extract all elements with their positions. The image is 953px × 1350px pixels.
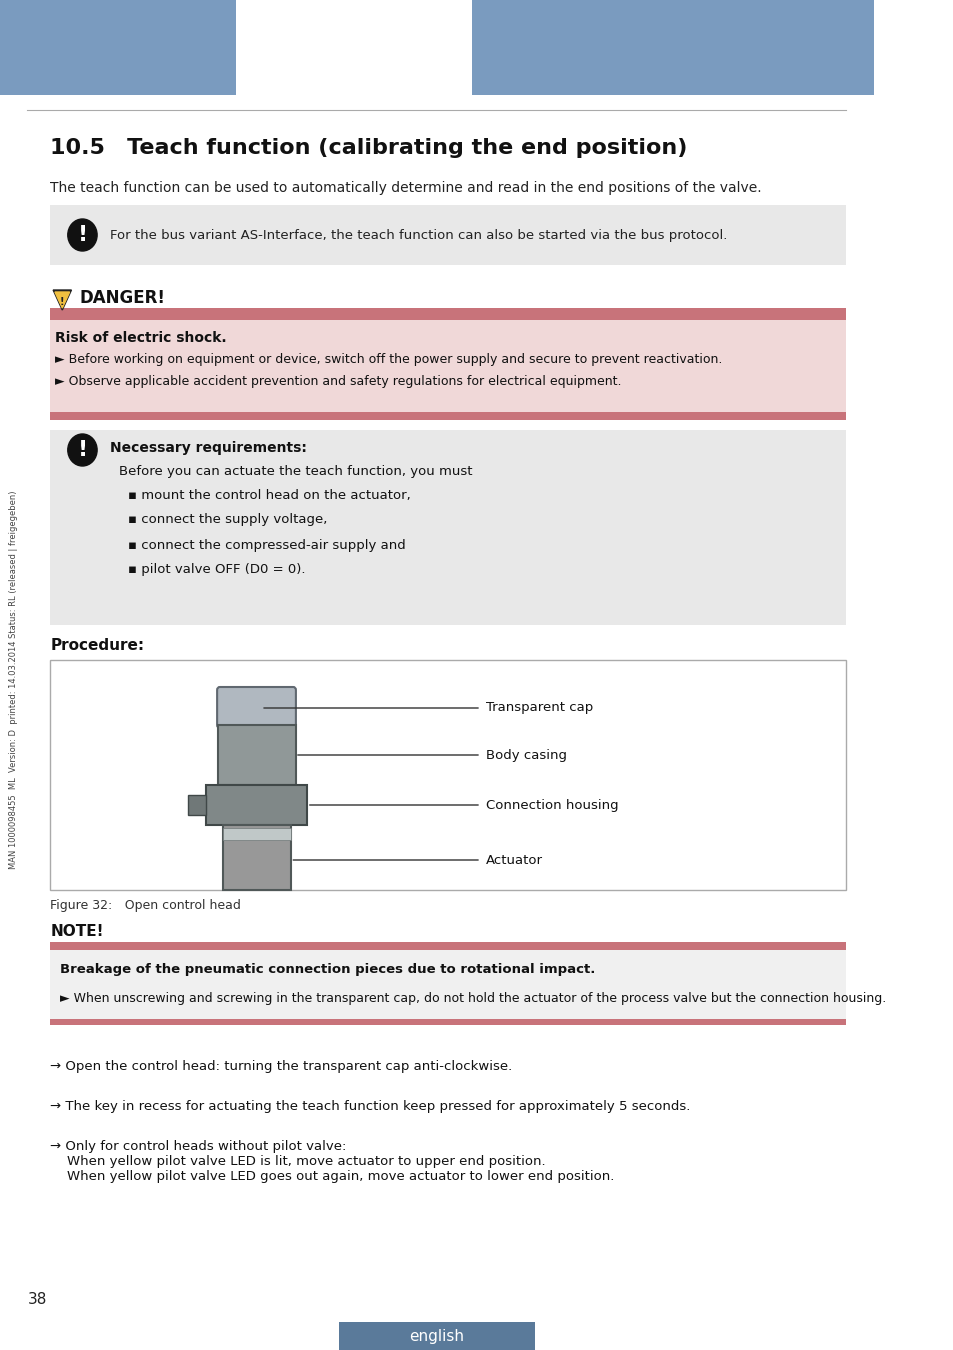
Text: → Open the control head: turning the transparent cap anti-clockwise.: → Open the control head: turning the tra… xyxy=(51,1060,512,1073)
Text: The teach function can be used to automatically determine and read in the end po: The teach function can be used to automa… xyxy=(51,181,761,194)
Bar xyxy=(51,205,845,265)
Circle shape xyxy=(68,219,97,251)
Bar xyxy=(338,1322,535,1350)
Text: Body casing: Body casing xyxy=(485,748,566,761)
Circle shape xyxy=(68,433,97,466)
Text: Breakage of the pneumatic connection pieces due to rotational impact.: Breakage of the pneumatic connection pie… xyxy=(59,964,595,976)
Text: NOTE!: NOTE! xyxy=(51,925,104,940)
Text: ► When unscrewing and screwing in the transparent cap, do not hold the actuator : ► When unscrewing and screwing in the tr… xyxy=(59,992,885,1004)
Bar xyxy=(188,795,206,815)
Text: → The key in recess for actuating the teach function keep pressed for approximat: → The key in recess for actuating the te… xyxy=(51,1100,690,1112)
Text: Necessary requirements:: Necessary requirements: xyxy=(110,441,307,455)
Bar xyxy=(51,950,845,1025)
Text: bürkert: bürkert xyxy=(127,45,221,65)
Text: ► Observe applicable accident prevention and safety regulations for electrical e: ► Observe applicable accident prevention… xyxy=(55,375,620,389)
Polygon shape xyxy=(55,292,70,308)
Text: !: ! xyxy=(77,440,88,460)
Text: Before you can actuate the teach function, you must: Before you can actuate the teach functio… xyxy=(119,466,472,478)
Text: MAN 1000098455  ML  Version: D  printed: 14.03.2014 Status: RL (released | freig: MAN 1000098455 ML Version: D printed: 14… xyxy=(10,491,18,869)
Text: ► Before working on equipment or device, switch off the power supply and secure : ► Before working on equipment or device,… xyxy=(55,354,721,366)
FancyBboxPatch shape xyxy=(217,687,295,728)
Text: Actuator: Actuator xyxy=(485,853,542,867)
Text: 10.5 Teach function (calibrating the end position): 10.5 Teach function (calibrating the end… xyxy=(51,138,687,158)
Text: AS-Interface installation: AS-Interface installation xyxy=(536,61,701,76)
Bar xyxy=(51,660,845,890)
Bar xyxy=(222,825,291,890)
Bar xyxy=(51,942,845,950)
Text: ▪ connect the supply voltage,: ▪ connect the supply voltage, xyxy=(128,513,327,526)
Bar xyxy=(206,784,307,825)
Bar xyxy=(222,828,291,840)
Text: ▪ pilot valve OFF (D0 = 0).: ▪ pilot valve OFF (D0 = 0). xyxy=(128,563,305,576)
Text: ▪ mount the control head on the actuator,: ▪ mount the control head on the actuator… xyxy=(128,489,411,501)
Text: !: ! xyxy=(77,225,88,244)
Text: DANGER!: DANGER! xyxy=(80,289,166,306)
Text: For the bus variant AS-Interface, the teach function can also be started via the: For the bus variant AS-Interface, the te… xyxy=(110,228,726,242)
Bar xyxy=(51,1019,845,1025)
Text: Transparent cap: Transparent cap xyxy=(485,702,592,714)
Text: Risk of electric shock.: Risk of electric shock. xyxy=(55,331,227,346)
Text: Connection housing: Connection housing xyxy=(485,798,618,811)
Bar xyxy=(0,0,236,95)
Bar xyxy=(472,0,873,95)
Text: Procedure:: Procedure: xyxy=(51,637,144,652)
Bar xyxy=(51,320,845,420)
Text: !: ! xyxy=(60,297,65,306)
Text: 38: 38 xyxy=(28,1292,47,1308)
Bar xyxy=(51,412,845,420)
Polygon shape xyxy=(53,290,71,310)
Text: FLUID CONTROL SYSTEMS: FLUID CONTROL SYSTEMS xyxy=(129,72,219,78)
Bar xyxy=(51,308,845,320)
Text: Type 8691: Type 8691 xyxy=(536,36,631,54)
Bar xyxy=(51,431,845,625)
Text: english: english xyxy=(409,1330,464,1345)
Text: Figure 32: Open control head: Figure 32: Open control head xyxy=(51,899,241,911)
Text: → Only for control heads without pilot valve:
    When yellow pilot valve LED is: → Only for control heads without pilot v… xyxy=(51,1139,614,1183)
Bar xyxy=(218,725,295,784)
Text: ▪ connect the compressed-air supply and: ▪ connect the compressed-air supply and xyxy=(128,539,406,552)
